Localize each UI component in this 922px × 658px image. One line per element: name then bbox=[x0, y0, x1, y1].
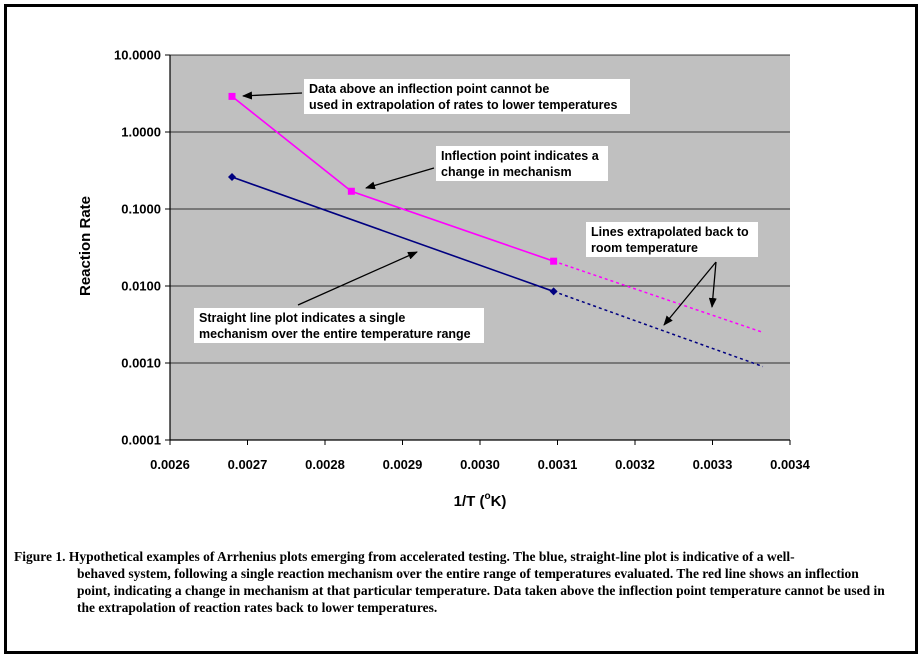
x-tick-label: 0.0029 bbox=[383, 457, 423, 472]
x-tick-label: 0.0028 bbox=[305, 457, 345, 472]
gridlines bbox=[165, 54, 790, 441]
series-magenta-point bbox=[347, 187, 355, 195]
annotation-extrapolated-lines: Lines extrapolated back to room temperat… bbox=[586, 222, 758, 326]
x-tick-labels: 0.0026 0.0027 0.0028 0.0029 0.0030 0.0031 0.00… bbox=[150, 457, 811, 472]
caption-body: behaved system, following a single react… bbox=[77, 566, 885, 615]
series-blue-extrapolation bbox=[553, 290, 764, 368]
series-blue-point bbox=[228, 173, 236, 182]
annotation-arrow bbox=[242, 91, 303, 100]
annotation-arrow bbox=[297, 251, 418, 306]
annotation-arrow bbox=[708, 261, 717, 308]
annotation-arrow bbox=[663, 261, 717, 326]
annotation-text-line: change in mechanism bbox=[441, 165, 572, 179]
annotation-inflection-point: Inflection point indicates a change in m… bbox=[365, 146, 608, 190]
figure-caption: Figure 1. Hypothetical examples of Arrhe… bbox=[14, 548, 894, 616]
annotation-text-line: Data above an inflection point cannot be bbox=[309, 82, 549, 96]
annotation-text-line: mechanism over the entire temperature ra… bbox=[199, 327, 471, 341]
x-axis-title-superscript: o bbox=[484, 491, 490, 502]
x-tick-label: 0.0032 bbox=[615, 457, 655, 472]
annotation-text-line: Lines extrapolated back to bbox=[591, 225, 749, 239]
annotation-arrow bbox=[365, 167, 435, 190]
y-tick-label: 0.1000 bbox=[121, 202, 161, 217]
annotation-high-temp-data: Data above an inflection point cannot be… bbox=[242, 79, 630, 114]
x-tick-label: 0.0033 bbox=[693, 457, 733, 472]
annotation-text-line: Inflection point indicates a bbox=[441, 149, 600, 163]
series-magenta-point bbox=[228, 92, 236, 100]
x-axis-title: 1/T (oK) bbox=[454, 491, 507, 510]
arrhenius-chart: 0.0026 0.0027 0.0028 0.0029 0.0030 0.0031 0.00… bbox=[77, 48, 811, 511]
x-axis-title-suffix: K) bbox=[491, 493, 507, 510]
y-tick-label: 0.0010 bbox=[121, 356, 161, 371]
y-tick-label: 10.0000 bbox=[114, 48, 161, 63]
y-tick-label: 0.0001 bbox=[121, 433, 161, 448]
y-tick-labels: 10.0000 1.0000 0.1000 0.0100 0.0010 0.0001 bbox=[114, 48, 161, 448]
y-tick-label: 1.0000 bbox=[121, 125, 161, 140]
x-tick-label: 0.0031 bbox=[538, 457, 578, 472]
x-axis-title-prefix: 1/T ( bbox=[454, 493, 485, 510]
annotation-text-line: Straight line plot indicates a single bbox=[199, 311, 405, 325]
series-magenta-extrapolation bbox=[553, 260, 764, 334]
y-axis-title: Reaction Rate bbox=[77, 196, 94, 296]
x-tick-label: 0.0034 bbox=[770, 457, 811, 472]
series-magenta-point bbox=[550, 257, 558, 265]
series-blue-line bbox=[231, 176, 554, 293]
y-tick-label: 0.0100 bbox=[121, 279, 161, 294]
axes bbox=[169, 55, 791, 445]
x-tick-label: 0.0027 bbox=[228, 457, 268, 472]
caption-first-line: Figure 1. Hypothetical examples of Arrhe… bbox=[14, 549, 795, 564]
annotation-text-line: used in extrapolation of rates to lower … bbox=[309, 98, 617, 112]
annotation-text-line: room temperature bbox=[591, 241, 698, 255]
x-tick-label: 0.0026 bbox=[150, 457, 190, 472]
series-layer bbox=[228, 92, 764, 368]
series-blue-point bbox=[549, 287, 558, 296]
annotation-straight-line: Straight line plot indicates a single me… bbox=[194, 251, 484, 343]
x-tick-label: 0.0030 bbox=[460, 457, 500, 472]
